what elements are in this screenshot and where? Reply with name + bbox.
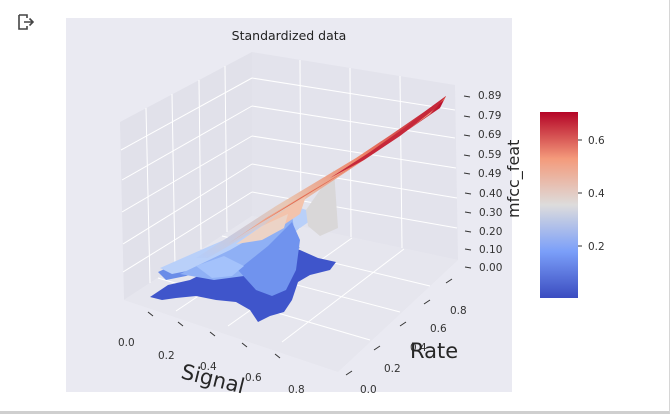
z-tick-label: 0.30 [479, 207, 502, 219]
y-tick-label: 0.2 [384, 363, 401, 375]
chart-title: Standardized data [232, 28, 347, 43]
z-tick-label: 0.20 [479, 226, 502, 238]
y-tick-label: 0.6 [430, 323, 447, 335]
surface-mesh [150, 96, 446, 322]
z-tick-label: 0.89 [478, 90, 501, 102]
colorbar-tick-label: 0.2 [588, 241, 605, 253]
z-tick-label: 0.00 [479, 262, 502, 274]
z-axis-label: mfcc_feat [504, 140, 524, 218]
z-tick-label: 0.79 [478, 110, 501, 122]
pane-back-left [120, 52, 252, 300]
z-tick-label: 0.69 [478, 129, 501, 141]
colorbar-tick-label: 0.4 [588, 188, 605, 200]
colorbar: 0.6 0.4 0.2 [540, 112, 605, 298]
pane-back-right [252, 52, 458, 260]
z-tick-label: 0.10 [479, 244, 502, 256]
z-tick-label: 0.59 [478, 149, 501, 161]
z-tick-label: 0.40 [479, 188, 502, 200]
z-axis: 0.89 0.79 0.69 0.59 0.49 0.40 0.30 0.20 … [463, 90, 524, 274]
y-tick-label: 0.8 [450, 305, 467, 317]
z-tick-label: 0.49 [478, 168, 501, 180]
colorbar-gradient [540, 112, 578, 298]
y-axis-label: Rate [410, 339, 458, 363]
x-tick-label: 0.8 [288, 384, 305, 396]
x-tick-label: 0.2 [158, 350, 175, 362]
x-tick-label: 0.6 [245, 372, 262, 384]
x-tick-label: 0.0 [118, 337, 135, 349]
x-tick-label: 0.4 [200, 361, 217, 373]
colorbar-tick-label: 0.6 [588, 135, 605, 147]
y-tick-label: 0.0 [360, 384, 377, 396]
y-axis: 0.0 0.2 0.4 0.6 0.8 Rate [345, 278, 467, 396]
y-tick-label: 0.4 [410, 342, 427, 354]
output-redirect-icon[interactable] [16, 12, 36, 32]
